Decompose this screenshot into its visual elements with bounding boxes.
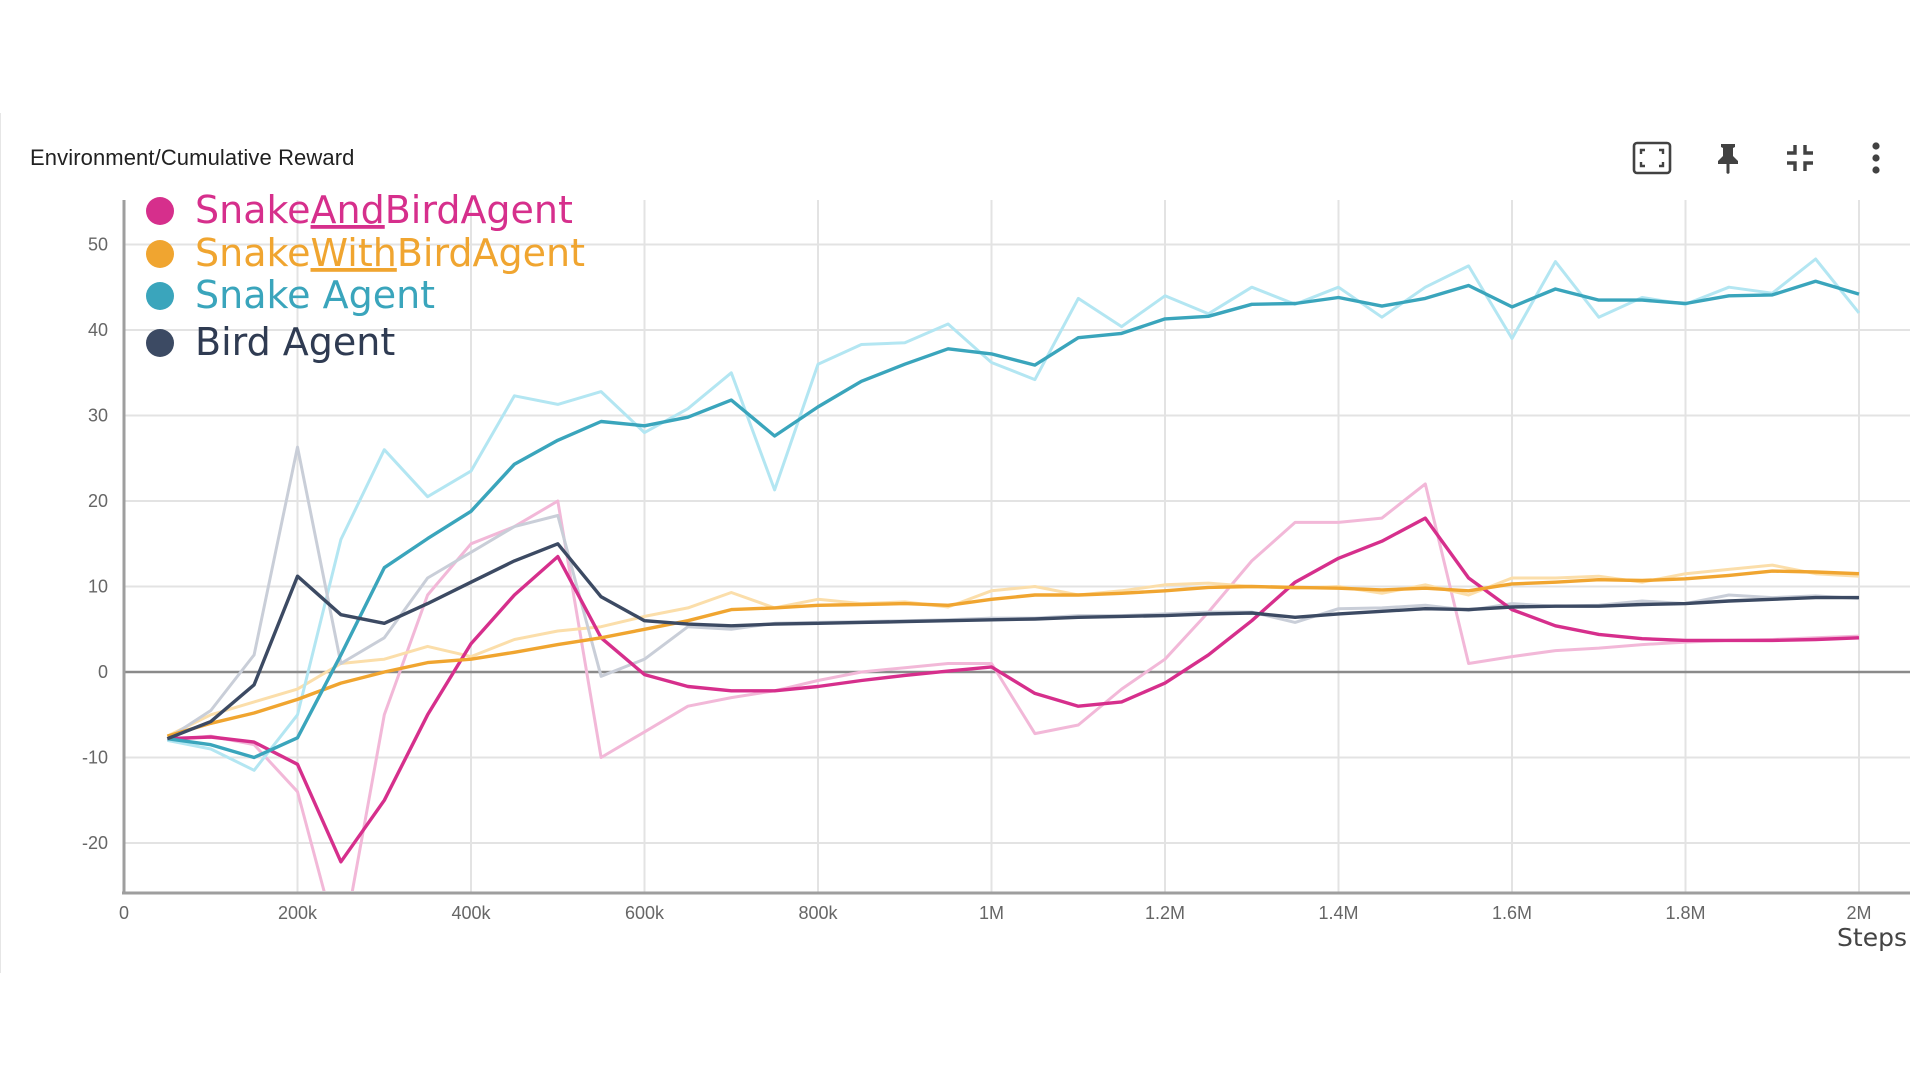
legend-swatch xyxy=(146,329,174,357)
more-vert-icon xyxy=(1872,142,1880,174)
x-tick-label: 200k xyxy=(278,903,318,923)
x-axis-label: Steps xyxy=(1837,923,1907,952)
pin-button[interactable] xyxy=(1708,138,1748,178)
raw-line-snake-agent xyxy=(167,257,1861,772)
y-tick-label: 40 xyxy=(88,320,108,340)
smoothed-line-bird-agent xyxy=(166,542,1859,741)
x-tick-label: 1.8M xyxy=(1665,903,1705,923)
x-tick-label: 800k xyxy=(798,903,838,923)
chart-card xyxy=(0,113,1920,973)
x-tick-label: 600k xyxy=(625,903,665,923)
legend-swatch xyxy=(146,282,174,310)
y-tick-label: 10 xyxy=(88,577,108,597)
legend-swatch xyxy=(146,240,174,268)
chart-axes: 0 200k 400k 600k 800k 1M 1.2M 1.4M 1.6M 1.8M 2M -20… xyxy=(82,200,1910,923)
y-tick-label: -10 xyxy=(82,748,108,768)
card-toolbar xyxy=(1620,138,1920,178)
x-tick-label: 1M xyxy=(979,903,1004,923)
legend-item-bird-agent[interactable]: Bird Agent xyxy=(146,320,395,364)
legend-item-snakewithbirdagent[interactable]: SnakeWithBirdAgent xyxy=(146,231,585,275)
legend-label: Bird Agent xyxy=(195,320,395,364)
smoothed-line-snake-agent xyxy=(167,279,1860,760)
y-tick-label: 30 xyxy=(88,406,108,426)
fit-to-frame-icon xyxy=(1632,141,1672,175)
legend-item-snakeandbirdagent[interactable]: SnakeAndBirdAgent xyxy=(146,188,573,232)
x-tick-label: 1.2M xyxy=(1145,903,1185,923)
legend-label: SnakeWithBirdAgent xyxy=(195,231,585,275)
x-tick-label: 1.4M xyxy=(1318,903,1358,923)
legend-label: Snake Agent xyxy=(195,273,435,317)
x-tick-label: 2M xyxy=(1846,903,1871,923)
fit-to-frame-button[interactable] xyxy=(1632,138,1672,178)
raw-line-snakeandbirdagent xyxy=(167,482,1860,891)
x-tick-label: 0 xyxy=(119,903,129,923)
pin-icon xyxy=(1718,144,1738,174)
y-tick-label: 50 xyxy=(88,235,108,255)
y-tick-label: 20 xyxy=(88,491,108,511)
chart-legend: SnakeAndBirdAgentSnakeWithBirdAgentSnake… xyxy=(146,188,585,364)
legend-item-snake-agent[interactable]: Snake Agent xyxy=(146,273,435,317)
x-tick-label: 1.6M xyxy=(1492,903,1532,923)
legend-swatch xyxy=(146,197,174,225)
collapse-button[interactable] xyxy=(1780,138,1820,178)
collapse-icon xyxy=(1787,145,1813,171)
y-tick-label: 0 xyxy=(98,662,108,682)
smoothed-line-snakewithbirdagent xyxy=(166,569,1860,738)
more-menu-button[interactable] xyxy=(1856,138,1896,178)
card-title: Environment/Cumulative Reward xyxy=(30,145,355,170)
smoothed-series-layer xyxy=(166,279,1860,864)
raw-line-snakewithbirdagent xyxy=(166,563,1860,738)
legend-label: SnakeAndBirdAgent xyxy=(195,188,573,232)
x-tick-label: 400k xyxy=(451,903,491,923)
smoothed-line-snakeandbirdagent xyxy=(167,516,1860,864)
y-tick-label: -20 xyxy=(82,833,108,853)
